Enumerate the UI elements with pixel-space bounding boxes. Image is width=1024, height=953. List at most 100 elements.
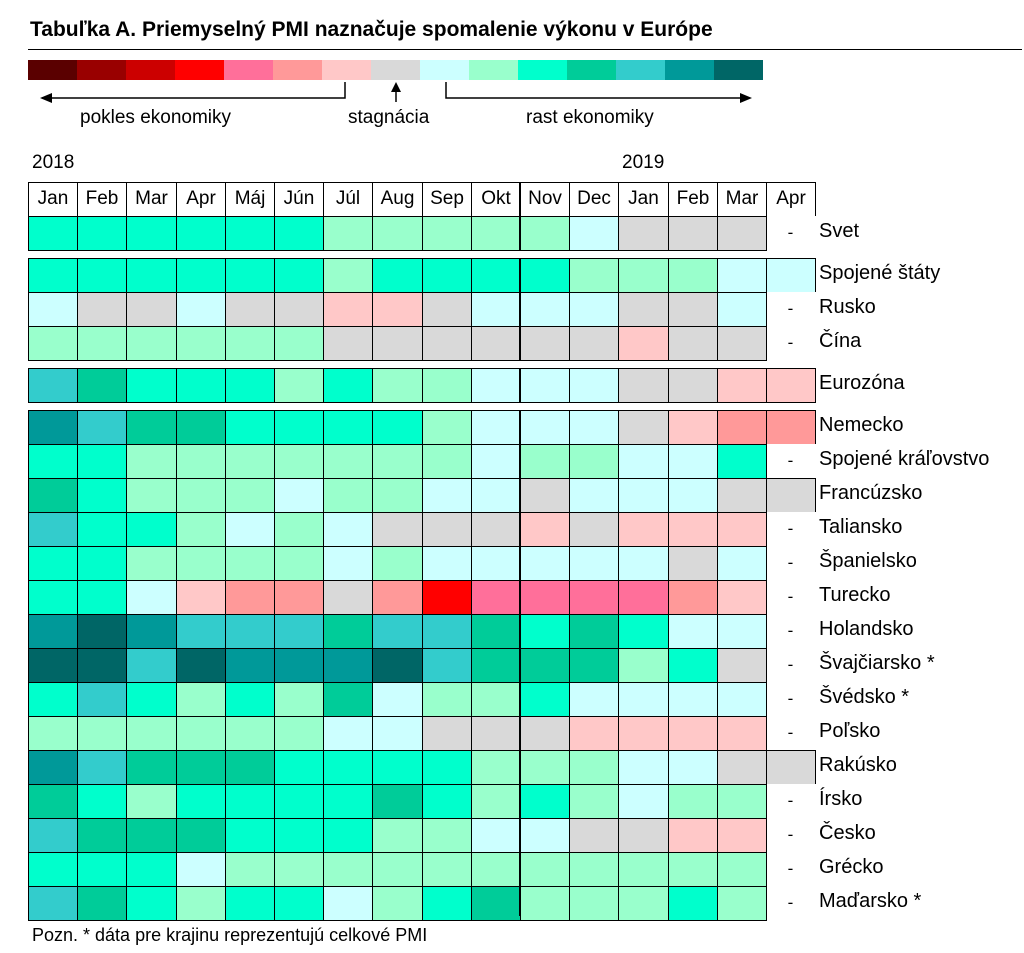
row-label: Holandsko <box>819 618 914 640</box>
heatmap-cell <box>372 648 423 683</box>
heatmap-cell <box>323 216 373 251</box>
heatmap-cell <box>520 292 570 327</box>
growth-arrow <box>445 82 740 99</box>
heatmap-cell <box>520 216 570 251</box>
missing-value-mark: - <box>787 723 794 742</box>
heatmap-cell <box>274 648 324 683</box>
heatmap-cell <box>422 580 472 615</box>
heatmap-cell <box>766 818 816 853</box>
heatmap-cell <box>422 716 472 751</box>
heatmap-cell <box>372 580 423 615</box>
heatmap-cell <box>77 258 127 293</box>
heatmap-cell <box>422 258 472 293</box>
heatmap-cell <box>422 886 472 921</box>
heatmap-cell <box>422 818 472 853</box>
heatmap-cell <box>372 818 423 853</box>
heatmap-cell <box>766 784 816 819</box>
heatmap-cell <box>225 512 275 547</box>
heatmap-cell <box>668 716 718 751</box>
scale-swatch <box>224 60 273 80</box>
row-label: Grécko <box>819 856 884 878</box>
heatmap-cell <box>176 410 226 445</box>
heatmap-cell <box>766 614 816 649</box>
month-header: Sep <box>422 182 472 217</box>
heatmap-cell <box>422 512 472 547</box>
heatmap-cell <box>471 784 521 819</box>
heatmap-cell <box>618 546 669 581</box>
heatmap-cell <box>766 444 816 479</box>
growth-arrowhead <box>740 93 752 103</box>
heatmap-cell <box>766 750 816 785</box>
heatmap-cell <box>77 546 127 581</box>
heatmap-cell <box>126 512 177 547</box>
heatmap-cell <box>77 368 127 403</box>
heatmap-cell <box>422 750 472 785</box>
heatmap-cell <box>618 410 669 445</box>
heatmap-cell <box>422 292 472 327</box>
heatmap-cell <box>520 444 570 479</box>
heatmap-cell <box>274 368 324 403</box>
heatmap-cell <box>77 292 127 327</box>
heatmap-cell <box>520 750 570 785</box>
month-header: Jan <box>618 182 669 217</box>
heatmap-cell <box>569 444 619 479</box>
heatmap-cell <box>520 716 570 751</box>
heatmap-cell <box>668 886 718 921</box>
heatmap-cell <box>126 682 177 717</box>
heatmap-cell <box>668 614 718 649</box>
heatmap-cell <box>274 886 324 921</box>
heatmap-cell <box>668 410 718 445</box>
heatmap-cell <box>225 216 275 251</box>
heatmap-cell <box>28 784 78 819</box>
heatmap-cell <box>28 444 78 479</box>
heatmap-cell <box>225 292 275 327</box>
heatmap-cell <box>717 784 767 819</box>
heatmap-cell <box>372 852 423 887</box>
scale-swatch <box>714 60 763 80</box>
heatmap-cell <box>77 216 127 251</box>
heatmap-cell <box>126 546 177 581</box>
heatmap-cell <box>274 546 324 581</box>
heatmap-cell <box>323 716 373 751</box>
heatmap-cell <box>176 478 226 513</box>
heatmap-cell <box>766 682 816 717</box>
month-header: Okt <box>471 182 521 217</box>
month-header: Feb <box>77 182 127 217</box>
heatmap-cell <box>28 478 78 513</box>
heatmap-cell <box>766 368 816 403</box>
heatmap-cell <box>323 444 373 479</box>
heatmap-cell <box>668 258 718 293</box>
heatmap-cell <box>668 546 718 581</box>
row-label: Švajčiarsko * <box>819 652 935 674</box>
heatmap-cell <box>520 614 570 649</box>
heatmap-cell <box>766 648 816 683</box>
heatmap-cell <box>176 682 226 717</box>
heatmap-cell <box>372 368 423 403</box>
missing-value-mark: - <box>787 825 794 844</box>
scale-swatch <box>518 60 567 80</box>
heatmap-cell <box>569 368 619 403</box>
heatmap-cell <box>176 512 226 547</box>
title-underline <box>28 49 1022 50</box>
heatmap-cell <box>471 478 521 513</box>
scale-swatch <box>371 60 420 80</box>
heatmap-cell <box>176 326 226 361</box>
heatmap-cell <box>569 216 619 251</box>
month-header: Apr <box>766 182 816 217</box>
heatmap-cell <box>372 258 423 293</box>
heatmap-cell <box>274 750 324 785</box>
heatmap-cell <box>766 716 816 751</box>
heatmap-cell <box>618 818 669 853</box>
heatmap-cell <box>618 368 669 403</box>
row-label: Spojené kráľovstvo <box>819 448 990 470</box>
heatmap-cell <box>471 750 521 785</box>
heatmap-cell <box>77 512 127 547</box>
missing-value-mark: - <box>787 519 794 538</box>
month-header: Mar <box>717 182 767 217</box>
heatmap-cell <box>28 546 78 581</box>
heatmap-cell <box>176 292 226 327</box>
decline-arrow <box>42 82 346 99</box>
legend-growth-label: rast ekonomiky <box>526 107 654 128</box>
row-label: Taliansko <box>819 516 903 538</box>
heatmap-cell <box>618 614 669 649</box>
